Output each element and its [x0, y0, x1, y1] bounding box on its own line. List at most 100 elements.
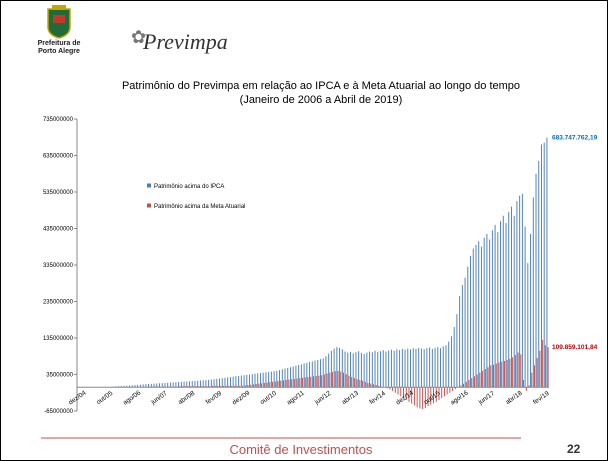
bar	[480, 246, 482, 388]
bar	[208, 379, 210, 388]
bar	[377, 351, 379, 388]
bar	[131, 385, 133, 388]
bar	[410, 349, 411, 388]
bar	[513, 215, 515, 388]
bar	[293, 378, 295, 388]
y-tick-label: -65000000	[44, 409, 73, 415]
x-tick-label: ago/06	[122, 389, 143, 406]
bar	[386, 387, 388, 389]
bar	[145, 384, 147, 388]
bar	[429, 347, 431, 388]
bar	[156, 383, 158, 388]
y-tick-label: 535000000	[43, 190, 74, 196]
x-tick-label: fev/19	[532, 390, 551, 406]
bar	[344, 351, 346, 388]
bar	[452, 387, 454, 391]
bar	[247, 385, 249, 388]
bar	[240, 375, 242, 388]
bar	[257, 373, 259, 388]
bar	[524, 226, 526, 388]
bar	[390, 349, 392, 388]
bar	[243, 375, 245, 388]
y-tick-label: 735000000	[43, 117, 74, 123]
bar	[285, 379, 287, 388]
bar	[479, 372, 481, 388]
bar	[503, 360, 505, 388]
bar	[446, 387, 448, 395]
bar	[400, 387, 402, 397]
bar	[482, 370, 484, 388]
bar	[490, 365, 492, 388]
bar	[315, 375, 317, 388]
bar	[197, 380, 199, 388]
bar	[325, 356, 327, 388]
bar	[385, 351, 387, 388]
bar	[423, 349, 425, 388]
bar	[364, 381, 366, 388]
bar	[224, 377, 226, 388]
bar	[420, 348, 422, 388]
bar	[434, 347, 436, 388]
bar	[179, 386, 181, 388]
bar	[516, 201, 518, 388]
bar	[291, 379, 293, 388]
bar	[502, 215, 504, 388]
bar	[219, 378, 220, 388]
bar	[137, 384, 139, 388]
bar	[519, 195, 521, 388]
bar	[510, 206, 512, 388]
bar	[288, 379, 290, 388]
bar	[123, 385, 125, 388]
bar	[298, 365, 300, 388]
crest	[47, 5, 71, 39]
x-tick-label: fev/14	[368, 390, 387, 406]
y-tick-label: 235000000	[43, 300, 74, 306]
bar	[150, 383, 152, 388]
bar	[142, 384, 144, 388]
bar	[172, 382, 174, 388]
bar	[318, 375, 320, 388]
bar	[535, 173, 537, 388]
bar	[322, 358, 324, 388]
bar	[317, 359, 319, 388]
bar	[233, 385, 235, 388]
bar	[273, 371, 275, 388]
bar	[282, 380, 284, 388]
bar	[265, 372, 267, 388]
bar	[459, 296, 461, 388]
bar	[238, 375, 240, 388]
bar	[276, 370, 278, 388]
bar	[463, 383, 465, 388]
bar	[399, 350, 401, 388]
bar	[543, 142, 545, 388]
y-tick-label: 35000000	[46, 373, 73, 379]
bar	[419, 387, 421, 409]
bar	[544, 345, 546, 388]
bar	[299, 378, 301, 388]
bar	[467, 266, 469, 388]
bar	[539, 350, 541, 388]
bar	[443, 387, 445, 397]
bar	[378, 385, 380, 388]
bar	[169, 382, 171, 388]
bar	[205, 380, 207, 388]
x-tick-label: ago/16	[449, 389, 470, 406]
logo-mark: ✿	[131, 27, 146, 47]
bar	[530, 233, 532, 388]
bar	[334, 371, 336, 388]
bar	[352, 353, 354, 388]
bar	[521, 193, 523, 388]
bar	[489, 239, 491, 388]
bar	[341, 349, 343, 388]
bar	[212, 385, 214, 388]
bar	[525, 387, 527, 391]
bar	[547, 347, 549, 388]
bar	[266, 382, 268, 388]
bar	[486, 233, 488, 388]
bar	[307, 377, 309, 388]
bar	[416, 387, 418, 408]
bar	[202, 380, 204, 388]
bar	[199, 380, 201, 388]
bar	[277, 381, 279, 388]
footer: Comitê de Investimentos	[229, 442, 373, 457]
